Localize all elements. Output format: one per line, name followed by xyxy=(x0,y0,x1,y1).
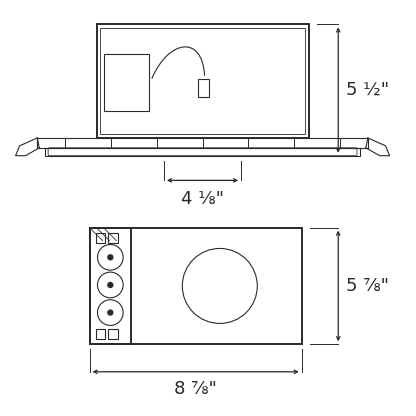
Bar xyxy=(97,25,309,138)
Bar xyxy=(89,228,131,344)
Bar xyxy=(96,329,105,339)
Bar xyxy=(108,329,118,339)
Bar xyxy=(198,79,210,97)
Bar xyxy=(104,54,149,111)
Text: 4 ⅛": 4 ⅛" xyxy=(181,190,224,208)
Circle shape xyxy=(108,282,113,287)
Bar xyxy=(45,148,360,156)
Bar xyxy=(108,233,118,243)
Text: 5 ⅞": 5 ⅞" xyxy=(346,277,389,295)
Bar xyxy=(37,138,368,148)
Bar xyxy=(96,233,105,243)
Circle shape xyxy=(108,255,113,260)
Text: 5 ½": 5 ½" xyxy=(346,81,389,99)
Circle shape xyxy=(108,310,113,315)
Text: 8 ⅞": 8 ⅞" xyxy=(174,380,217,398)
Bar xyxy=(89,228,302,344)
Bar xyxy=(100,28,305,134)
